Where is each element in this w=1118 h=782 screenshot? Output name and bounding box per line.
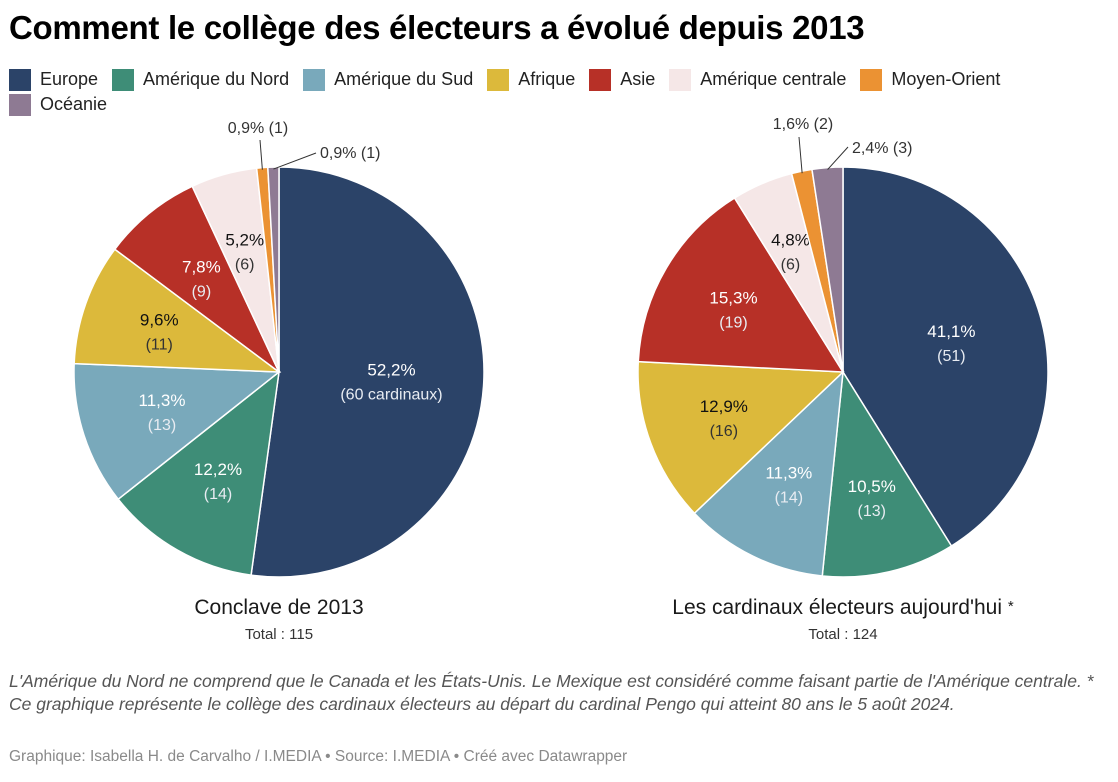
slice-count-label: (14) <box>204 486 232 503</box>
slice-outside-label: 0,9% (1) <box>320 145 380 162</box>
slice-count-label: (51) <box>937 348 965 365</box>
slice-outside-label: 2,4% (3) <box>852 140 912 157</box>
legend-swatch <box>669 68 692 91</box>
slice-count-label: (6) <box>235 257 255 274</box>
legend-swatch <box>860 68 883 91</box>
pie-slice <box>73 248 282 373</box>
slice-count-label: (16) <box>710 423 738 440</box>
legend-label: Amérique centrale <box>700 69 847 89</box>
legend-item-asie: Asie <box>589 67 655 92</box>
legend-label: Europe <box>40 69 99 89</box>
legend-label: Océanie <box>40 94 108 114</box>
slice-outside-label: 0,9% (1) <box>228 120 288 137</box>
chart-notes: L'Amérique du Nord ne comprend que le Ca… <box>9 671 1094 714</box>
slice-percent-label: 41,1% <box>927 322 975 341</box>
slice-count-label: (11) <box>146 336 173 353</box>
pie-total-today: Total : 124 <box>808 626 878 643</box>
slice-count-label: (60 cardinaux) <box>340 387 442 404</box>
pie-slice <box>73 362 282 501</box>
pie-1: 41,1% (51) 10,5% (13) 11,3% (14) 12,9% (16) 15,3… <box>637 116 1049 578</box>
slice-percent-label: 10,5% <box>848 477 896 496</box>
pie-slice <box>637 360 845 515</box>
label-leader-line <box>259 139 263 170</box>
pie-slice <box>637 196 845 373</box>
label-leader-line <box>798 136 803 174</box>
slice-count-label: (9) <box>192 284 212 301</box>
slice-count-label: (13) <box>148 417 176 434</box>
pie-slice <box>821 369 953 578</box>
legend-item-amerique-centrale: Amérique centrale <box>669 67 846 92</box>
legend-item-europe: Europe <box>9 67 98 92</box>
slice-percent-label: 9,6% <box>140 310 179 329</box>
slice-outside-label: 1,6% (2) <box>773 116 833 133</box>
slice-count-label: (13) <box>858 503 886 520</box>
legend: Europe Amérique du Nord Amérique du Sud Afr… <box>9 67 1109 117</box>
pie-slice <box>250 166 485 578</box>
slice-percent-label: 11,3% <box>139 391 186 410</box>
slice-percent-label: 5,2% <box>225 231 264 250</box>
pie-slice <box>693 370 844 577</box>
chart-title: Comment le collège des électeurs a évolu… <box>9 9 865 46</box>
slice-percent-label: 7,8% <box>182 258 221 277</box>
slice-count-label: (14) <box>775 489 803 506</box>
slice-percent-label: 12,9% <box>700 397 748 416</box>
legend-item-oceanie: Océanie <box>9 92 107 117</box>
pie-slice <box>113 185 280 373</box>
slice-count-label: (6) <box>781 257 801 274</box>
slice-percent-label: 4,8% <box>771 231 810 250</box>
asterisk-note-marker: * <box>1007 598 1014 615</box>
legend-swatch <box>9 68 31 91</box>
legend-swatch <box>112 68 135 91</box>
chart-credits: Graphique: Isabella H. de Carvalho / I.M… <box>9 748 628 765</box>
legend-label: Afrique <box>518 69 576 89</box>
legend-item-afrique: Afrique <box>487 67 575 92</box>
legend-item-amerique-du-nord: Amérique du Nord <box>112 67 289 92</box>
pie-title-2013: Conclave de 2013 <box>79 596 479 620</box>
legend-swatch <box>487 68 510 91</box>
pie-0: 52,2% (60 cardinaux) 12,2% (14) 11,3% (13) 9,6… <box>73 120 485 578</box>
pie-title-today: Les cardinaux électeurs aujourd'hui * <box>643 596 1043 620</box>
label-leader-line <box>273 152 317 170</box>
legend-swatch <box>589 68 612 91</box>
legend-label: Amérique du Nord <box>143 69 290 89</box>
pie-total-2013: Total : 115 <box>244 626 314 643</box>
slice-percent-label: 12,2% <box>194 460 242 479</box>
legend-swatch <box>9 93 31 116</box>
slice-percent-label: 11,3% <box>765 463 812 482</box>
pie-slice <box>117 370 280 576</box>
slice-percent-label: 15,3% <box>709 289 757 308</box>
legend-item-amerique-du-sud: Amérique du Sud <box>303 67 473 92</box>
pie-title-2013-text: Conclave de 2013 <box>194 596 364 619</box>
label-leader-line <box>827 146 849 170</box>
pie-slice <box>811 166 844 373</box>
legend-label: Amérique du Sud <box>334 69 474 89</box>
slice-percent-label: 52,2% <box>367 361 415 380</box>
pie-slice <box>842 166 1049 548</box>
slice-count-label: (19) <box>719 315 747 332</box>
legend-item-moyen-orient: Moyen-Orient <box>860 67 1000 92</box>
legend-label: Asie <box>620 69 656 89</box>
legend-swatch <box>303 68 326 91</box>
legend-label: Moyen-Orient <box>891 69 1001 89</box>
pie-title-today-text: Les cardinaux électeurs aujourd'hui <box>672 596 1003 619</box>
